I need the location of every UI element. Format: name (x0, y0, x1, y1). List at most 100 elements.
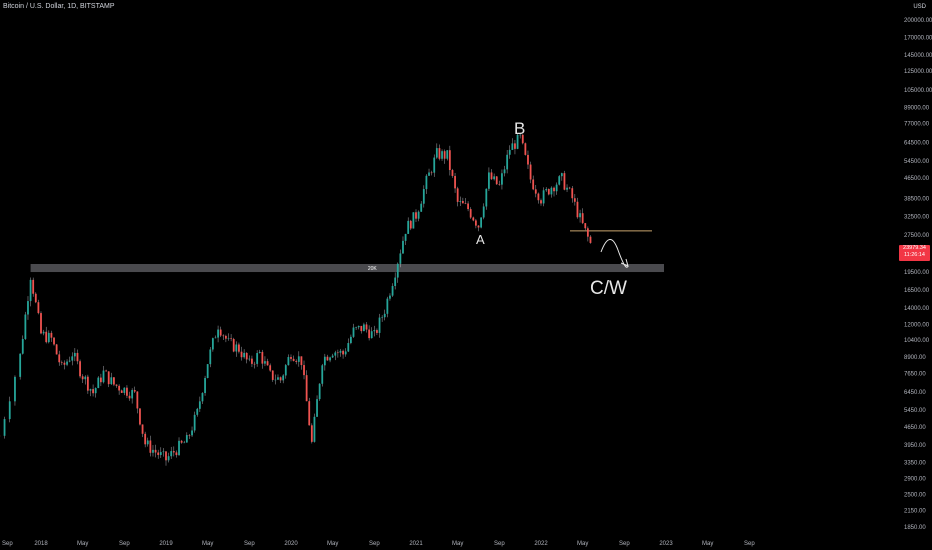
candle-body (94, 388, 97, 394)
candle-body (248, 358, 251, 360)
candle-body (92, 389, 94, 394)
candle-body (347, 343, 350, 352)
candle-body (318, 383, 321, 400)
candle-body (157, 452, 160, 455)
candle-body (391, 286, 394, 296)
candle-body (58, 354, 61, 363)
x-tick-label: 2023 (659, 541, 673, 547)
candle-countdown: 11:26:14 (903, 252, 925, 258)
current-price: 23979.34 (903, 245, 926, 251)
candle-body (214, 337, 217, 339)
candle-body (240, 351, 243, 358)
x-tick-label: May (327, 541, 338, 547)
y-tick-label: 200000.00 (904, 18, 932, 24)
projection-arrow (600, 239, 629, 268)
x-tick-label: Sep (494, 541, 505, 547)
candle-body (404, 233, 407, 241)
candle-body (527, 154, 529, 165)
candle-body (394, 277, 397, 287)
candle-body (277, 377, 279, 380)
candle-body (201, 393, 204, 402)
candle-body (571, 188, 574, 199)
y-tick-label: 38500.00 (904, 196, 930, 202)
candle-body (542, 190, 545, 204)
candle-body (482, 206, 485, 218)
candle-body (159, 452, 162, 455)
candle-body (430, 172, 433, 174)
candle-body (521, 134, 524, 144)
x-tick-label: 2021 (409, 541, 423, 547)
support-zone (30, 263, 665, 273)
candle-body (102, 370, 105, 383)
candle-body (21, 339, 24, 354)
candle-body (165, 451, 167, 461)
y-tick-label: 10400.00 (904, 338, 930, 344)
candle-body (224, 335, 227, 339)
candle-body (386, 298, 389, 314)
chart-title: Bitcoin / U.S. Dollar, 1D, BITSTAMP (3, 3, 115, 10)
candle-body (198, 401, 201, 409)
y-tick-label: 1850.00 (904, 525, 926, 531)
candle-body (488, 172, 490, 189)
candle-body (243, 352, 246, 358)
candle-body (115, 384, 118, 386)
x-tick-label: Sep (244, 541, 255, 547)
candle-body (576, 201, 579, 218)
candle-body (230, 338, 233, 339)
candle-body (373, 330, 376, 332)
candle-body (448, 150, 451, 171)
x-tick-label: May (577, 541, 588, 547)
y-tick-label: 145000.00 (904, 53, 932, 59)
candle-body (136, 391, 139, 409)
y-tick-label: 27500.00 (904, 233, 930, 239)
candle-body (300, 356, 303, 366)
candle-body (352, 327, 355, 337)
candle-body (566, 187, 568, 190)
candle-body (485, 188, 488, 207)
candle-body (55, 344, 58, 355)
candle-body (120, 390, 123, 393)
candle-body (66, 361, 68, 365)
candle-body (370, 331, 373, 339)
candle-body (266, 361, 269, 366)
candle-body (37, 302, 40, 314)
candle-body (209, 349, 212, 365)
candle-body (334, 352, 337, 356)
y-tick-label: 89000.00 (904, 106, 930, 112)
candle-body (409, 220, 412, 229)
candle-body (287, 357, 290, 366)
candle-body (402, 240, 404, 254)
candle-body (407, 220, 410, 234)
candle-body (474, 220, 477, 226)
candle-body (308, 401, 311, 426)
candle-body (560, 173, 563, 177)
candle-body (303, 365, 305, 376)
candle-body (284, 365, 287, 376)
candle-body (383, 313, 386, 318)
x-tick-label: Sep (744, 541, 755, 547)
candle-body (274, 379, 277, 381)
candle-body (573, 198, 576, 202)
candle-body (331, 355, 334, 358)
candle-body (461, 200, 464, 204)
candle-body (456, 188, 459, 202)
candle-body (107, 371, 110, 385)
candle-body (297, 356, 300, 362)
candle-body (477, 225, 480, 228)
x-tick-label: Sep (2, 541, 13, 547)
x-tick-label: Sep (369, 541, 380, 547)
candle-body (381, 317, 384, 318)
candle-body (581, 213, 584, 224)
candle-body (368, 329, 371, 339)
candle-body (360, 325, 363, 332)
candle-body (568, 187, 571, 189)
x-tick-label: 2019 (159, 541, 173, 547)
candle-body (79, 361, 81, 377)
candle-body (123, 387, 126, 393)
candle-body (579, 213, 581, 218)
candle-body (32, 279, 35, 294)
candle-body (550, 187, 553, 195)
candle-body (493, 176, 496, 180)
candle-body (141, 424, 144, 434)
